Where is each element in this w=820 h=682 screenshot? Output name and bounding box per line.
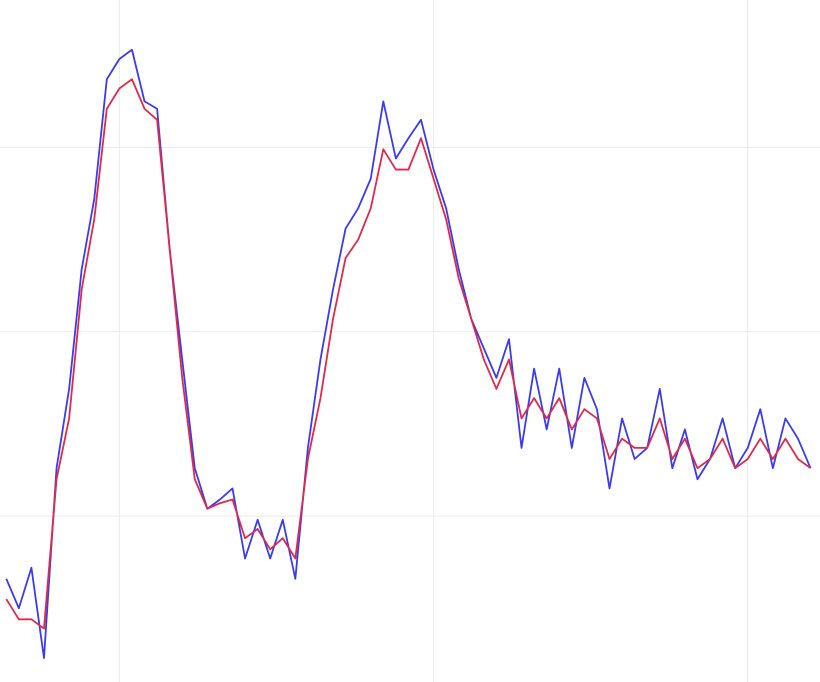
series-line	[5, 48, 812, 659]
series-line	[5, 78, 812, 630]
